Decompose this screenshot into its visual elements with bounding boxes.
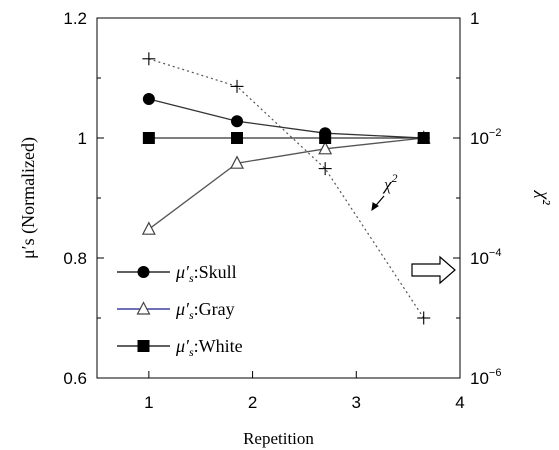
chi2-annotation-arrowhead — [371, 202, 379, 212]
y-tick-label: 1 — [78, 129, 87, 148]
point-gray — [141, 221, 156, 235]
series-line-gray — [148, 137, 424, 230]
legend: μ′s:Skull μ′s:Gray μ′s:White — [117, 262, 243, 359]
chi2-point — [318, 162, 332, 176]
series-marks — [141, 52, 431, 325]
y2-tick-label: 10−4 — [470, 247, 501, 268]
y-tick-label: 0.8 — [63, 249, 87, 268]
chi2-point — [142, 52, 156, 66]
y-axis-label: μ′s (Normalized) — [18, 137, 39, 259]
point-skull — [142, 93, 155, 105]
point-white — [319, 132, 332, 144]
y2-tick-label: 10−6 — [470, 367, 501, 388]
y2-axis-label: χ² — [534, 189, 554, 205]
chi2-annotation-label: χ2 — [382, 171, 397, 194]
legend-marker-skull — [137, 266, 150, 278]
y-tick-label: 0.6 — [63, 369, 87, 388]
plot-frame — [96, 17, 461, 379]
legend-label-gray: μ′s:Gray — [175, 299, 235, 322]
labels: Repetition μ′s (Normalized) χ² — [18, 137, 554, 448]
x-axis-label: Repetition — [243, 429, 314, 448]
annotations: χ2 — [371, 171, 456, 285]
point-white — [231, 132, 244, 144]
ticks: 1 2 3 4 0.6 0.8 1 1.2 10−6 10−4 10−2 1 — [63, 9, 501, 412]
series-line-skull — [148, 98, 424, 139]
chi2-point — [417, 311, 431, 325]
series-lines — [148, 58, 425, 319]
x-tick-label: 2 — [248, 393, 257, 412]
chi2-point — [230, 79, 244, 93]
legend-marker-white — [137, 340, 150, 352]
x-tick-label: 4 — [455, 393, 464, 412]
point-white — [417, 132, 430, 144]
point-gray — [230, 155, 245, 169]
y2-tick-label: 1 — [470, 9, 479, 28]
legend-label-white: μ′s:White — [175, 336, 243, 359]
y2-tick-label: 10−2 — [470, 127, 501, 148]
point-white — [142, 132, 155, 144]
axes — [96, 17, 461, 379]
chi2-line — [148, 58, 425, 319]
point-gray — [318, 141, 333, 155]
point-skull — [231, 115, 244, 128]
legend-marker-gray — [136, 301, 151, 315]
x-tick-label: 1 — [144, 393, 153, 412]
x-tick-label: 3 — [352, 393, 361, 412]
legend-label-skull: μ′s:Skull — [175, 262, 237, 285]
y-tick-label: 1.2 — [63, 9, 87, 28]
right-axis-arrow — [411, 255, 456, 285]
